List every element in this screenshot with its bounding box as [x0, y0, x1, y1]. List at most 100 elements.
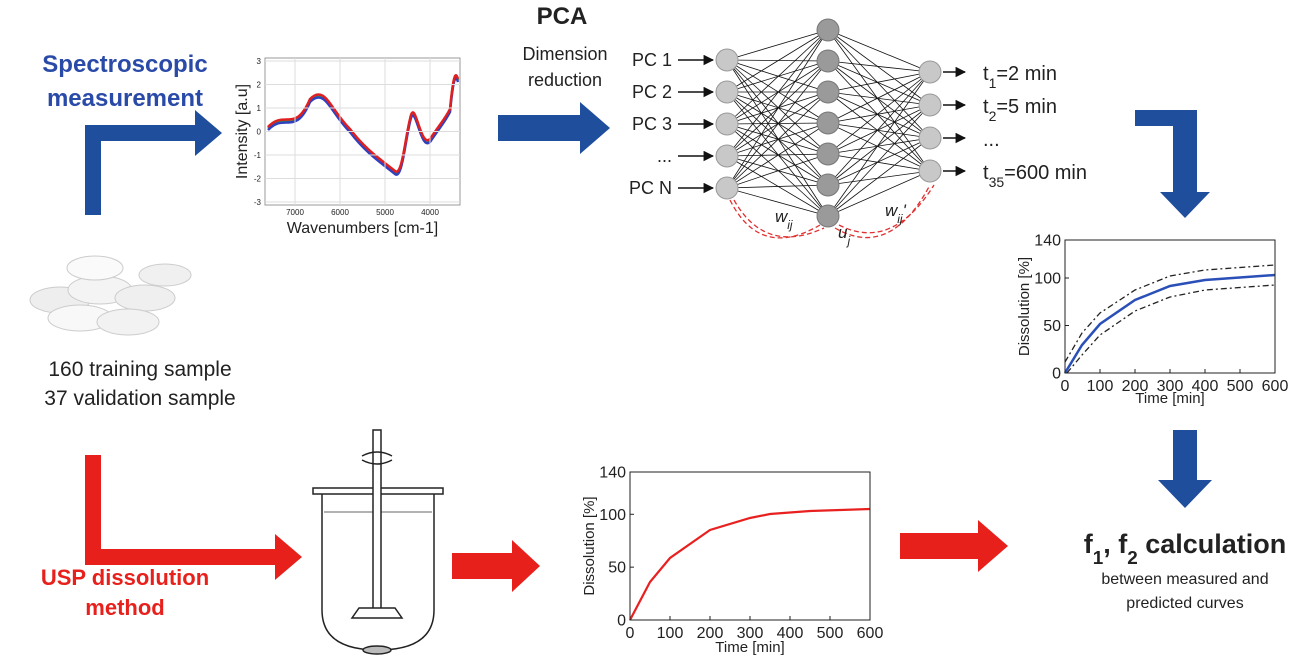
input-label: ...: [657, 146, 672, 166]
output-node: [919, 61, 941, 83]
y-tick-label: 0: [1052, 366, 1061, 383]
tablet: [115, 285, 175, 311]
tablets-label: 160 training sample: [48, 358, 231, 381]
diagram: Spectroscopic measurement 160 training s…: [0, 0, 1306, 664]
x-tick-label: 0: [626, 625, 635, 642]
output-label: ...: [983, 129, 1000, 151]
paddle: [352, 608, 402, 618]
x-tick-label: 4000: [421, 208, 439, 217]
result-label: predicted curves: [1126, 595, 1243, 612]
hidden-node: [817, 81, 839, 103]
x-axis-label: Time [min]: [1135, 390, 1204, 407]
y-tick-label: 100: [1034, 271, 1061, 288]
subscript: 2: [989, 108, 997, 124]
subscript: 2: [1127, 548, 1138, 569]
input-label: PC N: [629, 178, 672, 198]
output-label: t2=5 min: [983, 96, 1057, 124]
y-tick-label: 0: [617, 613, 626, 630]
text-part: , f: [1103, 529, 1128, 559]
usp-label: USP dissolution: [41, 565, 209, 590]
input-node: [716, 177, 738, 199]
edge: [727, 61, 828, 188]
x-tick-label: 100: [1087, 378, 1114, 395]
predicted-curves: [1065, 265, 1275, 373]
edge: [727, 30, 828, 60]
edge: [828, 61, 930, 138]
edge: [727, 124, 828, 154]
edge: [727, 30, 828, 188]
spectroscopic-label: measurement: [47, 85, 203, 112]
stirrer-shaft: [373, 430, 381, 610]
y-tick-label: 1: [257, 104, 262, 113]
text-part: ': [903, 201, 907, 220]
pca-label: Dimension: [522, 44, 607, 64]
hidden-node: [817, 50, 839, 72]
edge: [828, 138, 930, 216]
hidden-node: [817, 112, 839, 134]
y-tick-label: 100: [599, 507, 626, 524]
text-part: =5 min: [996, 96, 1057, 118]
y-tick-label: 3: [257, 57, 262, 66]
blue-arrow: [498, 102, 610, 154]
y-tick-label: -2: [254, 174, 262, 183]
y-axis-label: Intensity [a.u]: [234, 84, 251, 179]
result-title: f1, f2 calculation: [1084, 529, 1287, 569]
tablet: [139, 264, 191, 286]
output-node: [919, 160, 941, 182]
blue-arrow: [1158, 430, 1212, 508]
x-tick-label: 600: [1262, 378, 1289, 395]
edge: [828, 105, 930, 123]
x-tick-label: 500: [817, 625, 844, 642]
page: { "spectroscopic": {"lines": ["Spectrosc…: [0, 0, 1306, 664]
y-tick-label: 2: [257, 80, 262, 89]
usp-label: method: [85, 595, 164, 620]
input-node: [716, 145, 738, 167]
blue-arrow: [85, 110, 222, 215]
predicted-curve: [1065, 275, 1275, 373]
text-part: calculation: [1138, 529, 1287, 559]
subscript: 1: [1093, 548, 1104, 569]
y-tick-label: 50: [608, 560, 626, 577]
text-part: =600 min: [1004, 162, 1087, 184]
weight-label: wij: [775, 207, 793, 232]
tablet: [363, 646, 391, 654]
x-tick-label: 100: [657, 625, 684, 642]
y-tick-label: 0: [257, 127, 262, 136]
output-node: [919, 127, 941, 149]
x-tick-label: 7000: [286, 208, 304, 217]
subscript: 35: [989, 174, 1005, 190]
x-axis-label: Time [min]: [715, 639, 784, 656]
y-tick-label: 140: [1034, 233, 1061, 250]
edge: [727, 156, 828, 185]
subscript: 1: [989, 75, 997, 91]
result-label: between measured and: [1101, 571, 1268, 588]
beaker: [313, 430, 443, 654]
x-tick-label: 500: [1227, 378, 1254, 395]
hidden-node: [817, 205, 839, 227]
edge: [727, 60, 828, 185]
output-label: t35=600 min: [983, 162, 1087, 190]
x-axis-label: Wavenumbers [cm-1]: [287, 220, 438, 237]
tablets: [30, 256, 191, 335]
plot-frame: [1065, 240, 1275, 373]
input-node: [716, 113, 738, 135]
edge: [828, 61, 930, 72]
tablet: [97, 309, 159, 335]
edge: [828, 138, 930, 154]
text-part: ...: [983, 129, 1000, 151]
plot-frame: [630, 472, 870, 620]
spectroscopic-label: Spectroscopic: [42, 51, 207, 78]
y-tick-label: 140: [599, 465, 626, 482]
input-node: [716, 49, 738, 71]
y-axis-label: Dissolution [%]: [581, 496, 598, 595]
edge: [828, 105, 930, 216]
hidden-node: [817, 143, 839, 165]
confidence-bound: [1067, 285, 1275, 373]
subscript: ij: [787, 218, 793, 232]
edge: [828, 61, 930, 171]
hidden-node: [817, 174, 839, 196]
tablets-label: 37 validation sample: [44, 387, 235, 410]
text-part: =2 min: [996, 63, 1057, 85]
edge: [727, 30, 828, 124]
x-tick-label: 6000: [331, 208, 349, 217]
